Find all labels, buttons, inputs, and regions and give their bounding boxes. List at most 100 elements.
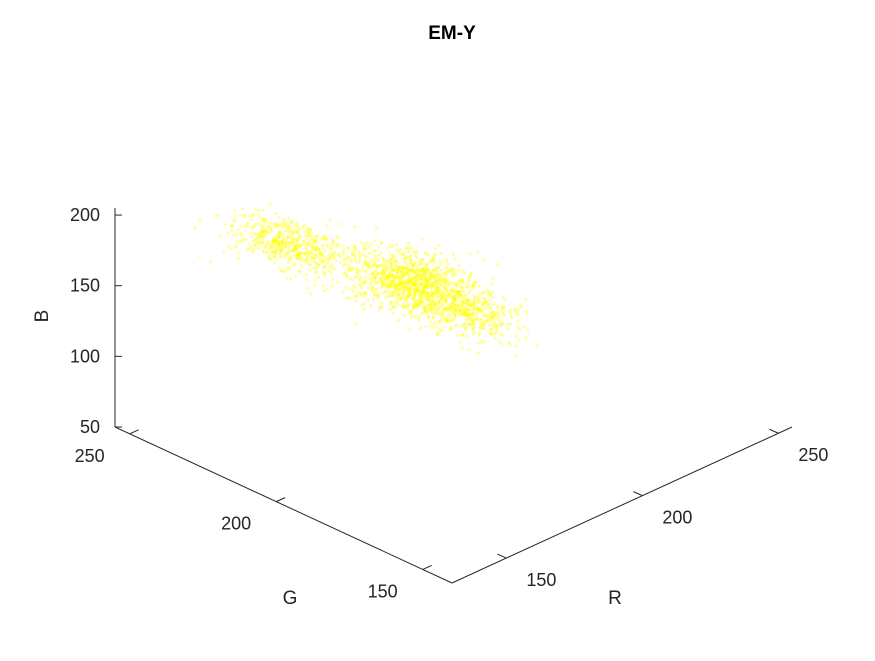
data-point: [426, 286, 430, 290]
data-point: [287, 244, 291, 248]
data-point: [457, 263, 461, 267]
data-point: [471, 332, 475, 336]
data-point: [429, 271, 433, 275]
data-point: [461, 310, 465, 315]
data-point: [465, 285, 469, 289]
data-point: [390, 266, 394, 270]
data-point: [280, 242, 284, 246]
data-point: [303, 224, 307, 228]
data-point: [306, 233, 310, 237]
data-point: [363, 259, 367, 263]
data-point: [432, 283, 436, 288]
data-point: [439, 278, 443, 283]
data-point: [415, 287, 419, 291]
data-point: [330, 266, 334, 270]
data-point: [424, 278, 428, 282]
data-point: [387, 250, 391, 254]
data-point: [343, 262, 348, 266]
data-point: [277, 243, 281, 247]
data-point: [312, 278, 316, 282]
data-point: [469, 318, 474, 323]
data-point: [414, 268, 419, 272]
data-point: [424, 282, 428, 286]
data-point: [434, 294, 438, 298]
data-point: [282, 229, 286, 234]
data-point: [385, 294, 390, 298]
data-point: [371, 275, 375, 279]
data-point: [433, 278, 437, 282]
data-point: [283, 269, 287, 274]
data-point: [349, 269, 353, 273]
data-point: [388, 269, 392, 273]
data-point: [459, 312, 463, 316]
data-point: [252, 212, 256, 216]
data-point: [266, 223, 270, 227]
data-point: [413, 286, 417, 290]
data-point: [295, 246, 299, 250]
data-point: [405, 264, 409, 269]
data-point: [419, 282, 423, 286]
data-point: [426, 298, 430, 302]
data-point: [267, 256, 271, 260]
data-point: [467, 307, 471, 312]
data-point: [371, 265, 375, 269]
data-point: [354, 294, 358, 298]
data-point: [467, 275, 471, 279]
data-point: [455, 323, 459, 327]
data-point: [423, 271, 427, 275]
data-point: [353, 260, 358, 264]
data-point: [459, 308, 463, 312]
data-point: [371, 285, 375, 289]
data-point: [467, 348, 471, 352]
data-point: [488, 306, 492, 311]
data-point: [357, 282, 361, 286]
data-point: [429, 276, 433, 280]
data-point: [426, 267, 430, 271]
data-point: [408, 278, 412, 282]
data-point: [419, 259, 423, 263]
data-point: [388, 307, 392, 311]
data-point: [470, 322, 474, 326]
data-point: [518, 305, 523, 309]
data-point: [468, 252, 472, 256]
data-point: [461, 313, 465, 317]
data-point: [451, 288, 455, 292]
data-point: [417, 318, 421, 322]
data-point: [405, 246, 410, 250]
data-point: [405, 280, 409, 285]
data-point: [401, 267, 406, 271]
data-point: [386, 245, 390, 249]
data-point: [409, 313, 413, 317]
data-point: [447, 294, 451, 298]
data-point: [451, 301, 455, 305]
data-point: [280, 244, 284, 248]
data-point: [466, 308, 470, 312]
data-point: [447, 307, 451, 311]
data-point: [295, 255, 299, 259]
data-point: [318, 251, 322, 255]
data-point: [417, 269, 421, 273]
data-point: [413, 262, 417, 267]
data-point: [407, 267, 411, 272]
data-point: [456, 283, 460, 287]
data-point: [433, 246, 437, 250]
data-point: [418, 286, 422, 290]
data-point: [427, 304, 432, 308]
data-point: [408, 279, 412, 283]
data-point: [459, 309, 463, 313]
data-point: [471, 327, 475, 331]
data-point: [271, 239, 275, 243]
data-point: [244, 223, 248, 227]
data-point: [453, 312, 457, 317]
data-point: [198, 217, 202, 222]
data-point: [411, 277, 415, 281]
data-point: [490, 317, 494, 322]
data-point: [274, 239, 278, 243]
data-point: [379, 276, 383, 280]
data-point: [394, 285, 398, 289]
data-point: [421, 277, 425, 281]
data-point: [453, 298, 457, 302]
data-point: [418, 294, 422, 298]
data-point: [441, 272, 445, 276]
data-point: [307, 226, 312, 231]
